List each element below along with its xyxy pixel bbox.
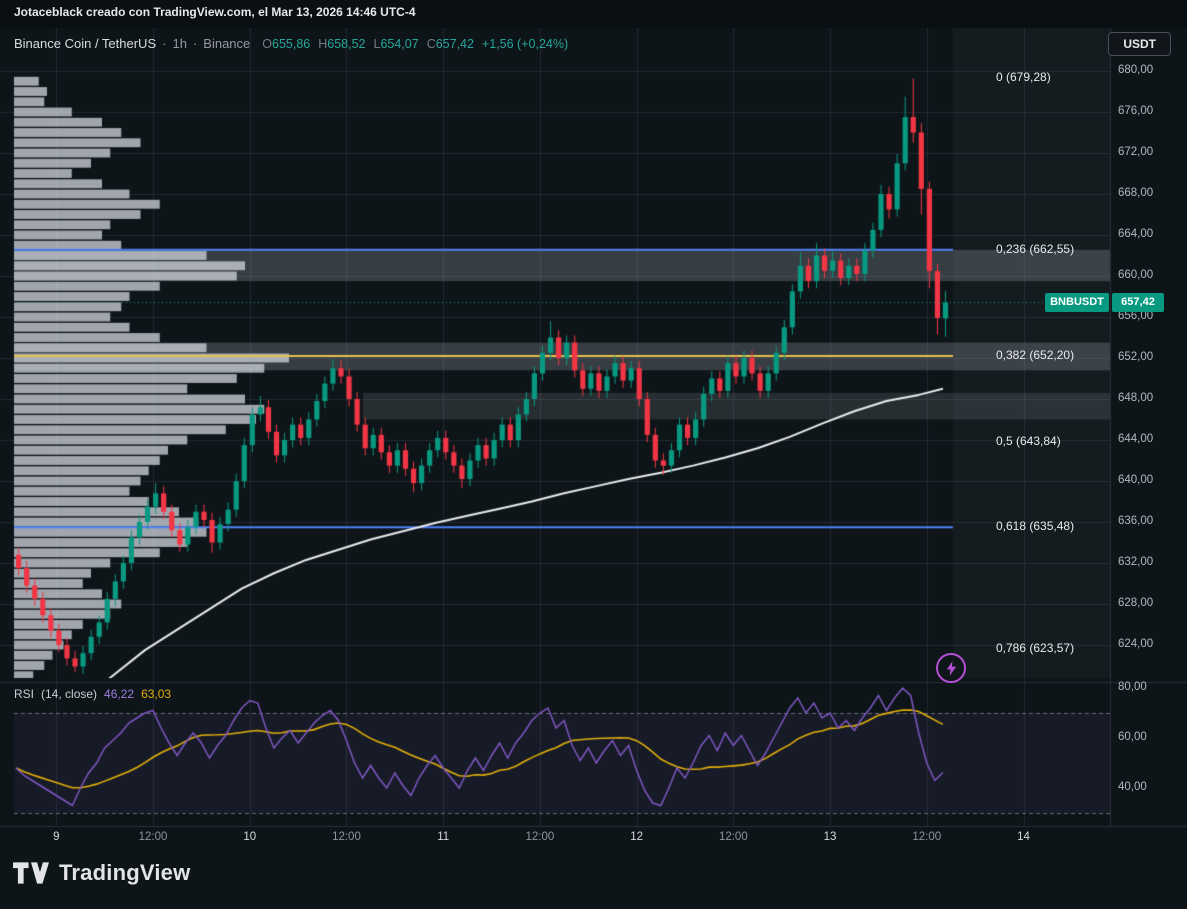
interval-label[interactable]: 1h (172, 36, 187, 51)
close-label: C (426, 36, 436, 51)
legend-separator: · (192, 36, 198, 51)
currency-toggle-button[interactable]: USDT (1108, 32, 1171, 56)
ohlc-values: O 655,86 H 658,52 L 654,07 C 657,42 +1,56 (+… (262, 37, 568, 51)
rsi-params: (14, close) (41, 687, 98, 701)
time-axis-label: 12 (630, 831, 643, 843)
time-axis-label: 12:00 (525, 831, 555, 843)
lightning-icon (946, 660, 956, 676)
price-axis-label: 668,00 (1118, 187, 1154, 199)
price-axis-label: 672,00 (1118, 146, 1154, 158)
time-axis-label: 12:00 (718, 831, 748, 843)
time-axis-label: 12:00 (332, 831, 361, 843)
price-axis-label: 660,00 (1118, 269, 1154, 281)
price-axis-label: 656,00 (1118, 310, 1154, 322)
rsi-legend: RSI (14, close) 46,22 63,03 (14, 687, 171, 701)
change-value: +1,56 (+0,24%) (481, 36, 569, 51)
boost-button[interactable] (936, 653, 966, 683)
rsi-axis-label: 60,00 (1118, 731, 1147, 743)
price-axis-label: 676,00 (1118, 105, 1154, 117)
price-axis-label: 636,00 (1118, 515, 1154, 527)
price-axis-label: 680,00 (1118, 64, 1154, 76)
symbol-price-badge: BNBUSDT (1045, 292, 1109, 312)
rsi-axis-label: 40,00 (1118, 781, 1147, 793)
tradingview-logo[interactable]: TradingView (13, 860, 190, 886)
price-axis-label: 632,00 (1118, 556, 1154, 568)
symbol-legend: Binance Coin / TetherUS · 1h · Binance O… (14, 36, 568, 51)
open-label: O (262, 36, 272, 51)
price-axis-label: 648,00 (1118, 392, 1154, 404)
rsi-ma-value: 63,03 (141, 687, 172, 701)
time-axis-label: 11 (437, 831, 450, 843)
export-attribution: Jotaceblack creado con TradingView.com, … (14, 5, 416, 19)
close-value: 657,42 (435, 36, 474, 51)
time-axis-label: 13 (823, 831, 837, 843)
open-value: 655,86 (272, 36, 311, 51)
exchange-label: Binance (203, 36, 251, 51)
tradingview-logo-icon (13, 862, 49, 884)
rsi-title[interactable]: RSI (14, 687, 35, 701)
price-axis-label: 644,00 (1118, 433, 1154, 445)
time-axis[interactable]: 9 12:00 10 12:00 11 12:00 12 12:00 13 12:00 14 (0, 826, 1187, 854)
time-axis-label: 9 (53, 831, 60, 843)
time-axis-label: 10 (243, 831, 257, 843)
price-axis-label: 624,00 (1118, 638, 1154, 650)
low-value: 654,07 (380, 36, 419, 51)
rsi-value: 46,22 (104, 687, 135, 701)
price-axis-label: 628,00 (1118, 597, 1154, 609)
price-axis-label: 664,00 (1118, 228, 1154, 240)
price-axis-label: 640,00 (1118, 474, 1154, 486)
tradingview-logo-text: TradingView (59, 860, 191, 885)
high-label: H (318, 36, 328, 51)
time-axis-label: 12:00 (138, 831, 168, 843)
last-price-badge: 657,42 (1112, 292, 1164, 312)
rsi-axis-label: 80,00 (1118, 681, 1147, 693)
low-label: L (373, 36, 381, 51)
time-axis-label: 12:00 (912, 831, 942, 843)
high-value: 658,52 (327, 36, 366, 51)
legend-separator: · (162, 36, 167, 51)
price-axis-label: 652,00 (1118, 351, 1154, 363)
time-axis-label: 14 (1017, 831, 1030, 843)
symbol-title[interactable]: Binance Coin / TetherUS (14, 36, 157, 51)
price-axis[interactable]: 680,00 676,00 672,00 668,00 664,00 660,00 656,… (1110, 28, 1187, 826)
